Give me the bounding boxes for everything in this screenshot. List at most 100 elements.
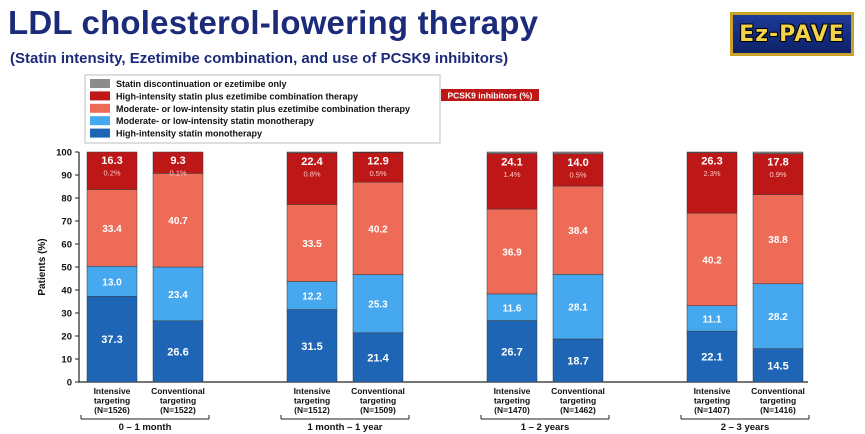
data-label: 26.3	[701, 156, 722, 168]
bar-segment	[352, 152, 404, 183]
pcsk9-legend-box	[441, 89, 539, 101]
y-tick-label: 40	[61, 286, 72, 297]
group-label: 1 – 2 years	[521, 422, 570, 433]
data-label: 33.5	[302, 239, 322, 250]
legend-box	[84, 74, 441, 144]
x-tick-label: Conventional	[751, 386, 805, 396]
x-axis-labels: Intensivetargeting(N=1526)Conventionalta…	[80, 386, 810, 433]
x-tick-label: Intensive	[494, 386, 531, 396]
chart-bars: 37.3 13.0 33.4 16.3 0.2% 26.6 23.4 40.7 9.3 0.1% 3…	[86, 151, 804, 383]
x-tick-label: targeting	[294, 396, 330, 406]
x-tick-label: targeting	[760, 396, 796, 406]
bar-segment	[752, 153, 804, 195]
data-label: 24.1	[501, 157, 522, 169]
bar-segment	[552, 338, 604, 383]
bar-segment	[86, 151, 138, 190]
bar-segment	[286, 151, 338, 154]
y-tick-label: 90	[61, 171, 72, 182]
pcsk9-legend-label: PCSK9 inhibitors (%)	[447, 91, 532, 101]
ez-pave-logo: Ez-PAVE	[730, 12, 854, 56]
data-label: 17.8	[767, 157, 788, 169]
bar-segment	[152, 266, 204, 322]
x-tick-label: Conventional	[551, 386, 605, 396]
y-tick-label: 80	[61, 194, 72, 205]
legend-swatch	[90, 116, 110, 126]
legend-label: High-intensity statin plus ezetimibe com…	[116, 91, 358, 101]
bar-segment	[286, 152, 338, 205]
bar-segment	[552, 185, 604, 275]
legend-label: High-intensity statin monotherapy	[116, 129, 262, 139]
x-tick-label: Conventional	[351, 386, 405, 396]
bar-segment	[286, 204, 338, 282]
x-tick-label: (N=1462)	[560, 405, 596, 415]
x-tick-label: (N=1407)	[694, 405, 730, 415]
data-label: 37.3	[101, 334, 122, 346]
data-label: 40.2	[368, 224, 388, 235]
data-label: 14.0	[567, 157, 588, 169]
pcsk9-label: 0.5%	[369, 169, 386, 178]
pcsk9-label: 0.9%	[769, 170, 786, 179]
bar-segment	[752, 151, 804, 154]
data-label: 11.6	[503, 303, 522, 314]
x-tick-label: Intensive	[294, 386, 331, 396]
legend-swatch	[90, 128, 110, 138]
x-tick-label: Intensive	[694, 386, 731, 396]
data-label: 38.8	[768, 235, 788, 246]
bar-segment	[486, 151, 538, 154]
data-label: 13.0	[102, 277, 122, 288]
bar-segment	[486, 320, 538, 383]
data-label: 40.2	[702, 255, 722, 266]
data-label: 28.1	[568, 303, 588, 314]
bar-segment	[686, 330, 738, 383]
legend-label: Moderate- or low-intensity statin plus e…	[116, 104, 410, 114]
x-tick-label: Intensive	[94, 386, 131, 396]
data-label: 38.4	[568, 226, 588, 237]
bar-segment	[686, 151, 738, 153]
bar-segment	[86, 266, 138, 297]
bar-segment	[286, 281, 338, 310]
x-tick-label: targeting	[160, 396, 196, 406]
data-label: 33.4	[102, 224, 122, 235]
bar-segment	[352, 181, 404, 275]
bar-segment	[286, 309, 338, 383]
bar-segment	[552, 153, 604, 187]
x-tick-label: (N=1512)	[294, 405, 330, 415]
y-tick-label: 50	[61, 263, 72, 274]
legend-label: Statin discontinuation or ezetimibe only	[116, 79, 287, 89]
data-label: 26.7	[501, 346, 522, 358]
x-tick-label: (N=1470)	[494, 405, 530, 415]
y-tick-label: 70	[61, 217, 72, 228]
bar-segment	[686, 305, 738, 332]
data-label: 12.2	[302, 292, 322, 303]
bar-segment	[486, 153, 538, 210]
bar-segment	[686, 212, 738, 306]
data-label: 25.3	[368, 300, 388, 311]
data-label: 16.3	[101, 155, 122, 167]
pcsk9-label: 0.2%	[103, 169, 120, 178]
page-title: LDL cholesterol-lowering therapy	[8, 4, 539, 41]
y-tick-label: 100	[56, 148, 72, 159]
group-label: 1 month – 1 year	[308, 422, 383, 433]
x-tick-label: targeting	[94, 396, 130, 406]
bar-segment	[152, 173, 204, 268]
page-subtitle: (Statin intensity, Ezetimibe combination…	[10, 50, 509, 67]
bar-segment	[486, 208, 538, 295]
pcsk9-label: 1.4%	[503, 170, 520, 179]
bar-segment	[752, 194, 804, 285]
data-label: 12.9	[367, 155, 388, 167]
x-tick-label: (N=1526)	[94, 405, 130, 415]
x-tick-label: (N=1416)	[760, 405, 796, 415]
data-label: 26.6	[167, 346, 188, 358]
data-label: 11.1	[703, 314, 722, 325]
data-label: 9.3	[170, 155, 185, 167]
logo-text: Ez-PAVE	[739, 21, 845, 47]
legend-label: Moderate- or low-intensity statin monoth…	[116, 116, 314, 126]
y-tick-label: 20	[61, 332, 72, 343]
data-label: 40.7	[168, 216, 188, 227]
data-label: 36.9	[502, 247, 522, 258]
legend-swatch	[90, 79, 110, 88]
legend-swatch	[90, 103, 110, 113]
group-label: 2 – 3 years	[721, 422, 770, 433]
bar-segment	[86, 189, 138, 267]
